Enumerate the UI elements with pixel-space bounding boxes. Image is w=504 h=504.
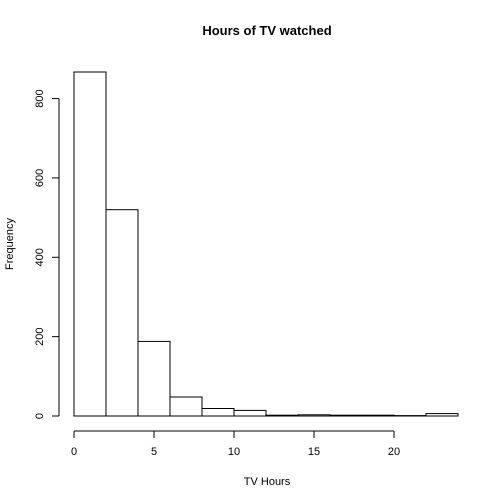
y-tick-label-0: 0 bbox=[34, 413, 46, 419]
y-tick-label-4: 800 bbox=[34, 89, 46, 107]
y-axis-label: Frequency bbox=[4, 218, 16, 270]
x-axis-label: TV Hours bbox=[244, 476, 291, 488]
x-tick-label-4: 20 bbox=[388, 446, 400, 458]
chart-title: Hours of TV watched bbox=[202, 23, 331, 38]
histogram-bar-3 bbox=[169, 396, 203, 417]
histogram-bar-11 bbox=[425, 413, 459, 417]
histogram-bar-5 bbox=[233, 409, 267, 417]
bars-group bbox=[73, 71, 459, 417]
histogram-bar-6 bbox=[265, 414, 299, 417]
histogram-bar-9 bbox=[361, 414, 395, 417]
y-tick-label-3: 600 bbox=[34, 169, 46, 187]
histogram-bar-0 bbox=[73, 71, 107, 417]
x-tick-label-3: 15 bbox=[308, 446, 320, 458]
x-tick-label-1: 5 bbox=[151, 446, 157, 458]
histogram-bar-8 bbox=[329, 414, 363, 417]
x-tick-label-0: 0 bbox=[71, 446, 77, 458]
histogram-bar-4 bbox=[201, 408, 235, 417]
x-tick-label-2: 10 bbox=[228, 446, 240, 458]
histogram-bar-1 bbox=[105, 209, 139, 417]
histogram-bar-7 bbox=[297, 414, 331, 417]
histogram-bar-2 bbox=[137, 340, 171, 417]
x-axis: 0 5 10 15 20 bbox=[71, 430, 400, 458]
y-tick-label-1: 200 bbox=[34, 327, 46, 345]
y-tick-label-2: 400 bbox=[34, 248, 46, 266]
y-axis: 0 200 400 600 800 bbox=[34, 89, 60, 419]
